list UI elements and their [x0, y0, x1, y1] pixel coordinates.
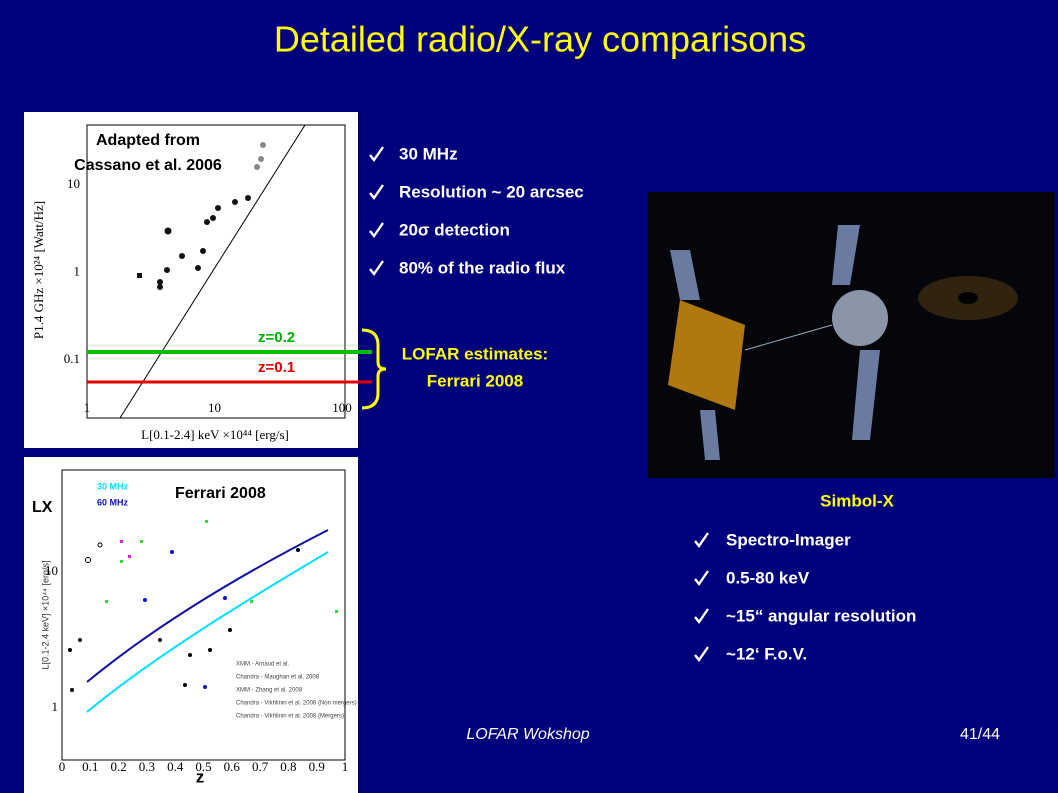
y-axis-label: P1.4 GHz ×10²⁴ [Watt/Hz]	[31, 201, 46, 339]
y-tick-label: 1	[74, 263, 81, 278]
legend-30: 30 MHz	[97, 481, 129, 491]
simbol-title: Simbol-X	[820, 491, 894, 510]
x-tick-label: 0.4	[167, 759, 184, 774]
x-tick-label: 0.9	[309, 759, 325, 774]
sample-legend: Chandra - Maughan et al. 2008	[236, 675, 320, 681]
x-tick-label: 0	[59, 759, 66, 774]
note: Adapted from	[96, 132, 200, 149]
y-axis-label: LX	[32, 499, 53, 516]
plot-top: Adapted from Cassano et al. 2006 z=0.2 z…	[24, 112, 372, 448]
plot-bottom: 30 MHz 60 MHz Ferrari 2008 LX z L[0.1-2.…	[24, 457, 358, 793]
x-tick-label: 0.8	[280, 759, 296, 774]
x-axis-label: L[0.1-2.4] keV ×10⁴⁴ [erg/s]	[141, 427, 289, 442]
slide-title: Detailed radio/X-ray comparisons	[274, 19, 806, 60]
x-tick-label: 0.6	[224, 759, 241, 774]
bullet: 30 MHz	[399, 144, 458, 163]
x-tick-label: 100	[332, 400, 352, 415]
plot-bg	[24, 112, 358, 448]
data-points	[137, 142, 266, 290]
bullet: Spectro-Imager	[726, 530, 851, 549]
lofar-estimates: LOFAR estimates:	[402, 344, 548, 363]
checkmark	[368, 259, 385, 276]
x-tick-label: 0.7	[252, 759, 269, 774]
sample-legend: XMM - Arnaud et al.	[236, 662, 289, 668]
z-high-label: z=0.2	[258, 329, 295, 346]
checkmark	[693, 607, 710, 624]
bullet: 20σ detection	[399, 220, 510, 239]
z-low-label: z=0.1	[258, 359, 295, 376]
x-tick-label: 0.5	[195, 759, 211, 774]
bullet: ~15“ angular resolution	[726, 606, 916, 625]
y-tick-label: 10	[45, 563, 58, 578]
brace	[361, 328, 387, 410]
checkmark	[693, 645, 710, 662]
sample-legend: XMM - Zhang et al. 2008	[236, 688, 303, 694]
sample-legend: Chandra - Vikhlinin et al. 2008 (Non mer…	[236, 701, 357, 707]
fit-line	[119, 124, 306, 419]
y-tick-label: 10	[67, 176, 80, 191]
checkmark	[368, 145, 385, 162]
plot-frame	[86, 124, 346, 419]
satellite-image	[648, 192, 1055, 478]
footer-page: 41/44	[960, 726, 1000, 743]
y-tick-label: 0.1	[64, 351, 80, 366]
x-tick-label: 10	[208, 400, 221, 415]
curve-30	[86, 551, 329, 713]
legend-60: 60 MHz	[97, 497, 129, 507]
footer-event: LOFAR Wokshop	[466, 726, 589, 743]
checkmark	[693, 531, 710, 548]
x-tick-label: 0.3	[139, 759, 155, 774]
x-tick-label: 0.2	[110, 759, 126, 774]
x-tick-label: 1	[342, 759, 349, 774]
lofar-estimates: Ferrari 2008	[427, 371, 523, 390]
y-tick-label: 1	[52, 699, 59, 714]
checkmark	[368, 183, 385, 200]
bullet: 0.5-80 keV	[726, 568, 810, 587]
note: Cassano et al. 2006	[74, 157, 222, 174]
curve-60	[86, 529, 329, 683]
x-axis-label: z	[196, 767, 205, 786]
source: Ferrari 2008	[175, 485, 266, 502]
bullet: 80% of the radio flux	[399, 258, 566, 277]
checkmark	[368, 221, 385, 238]
checkmark	[693, 569, 710, 586]
x-tick-label: 0.1	[82, 759, 98, 774]
x-tick-label: 1	[84, 400, 91, 415]
plot-bg	[24, 457, 358, 793]
axis-label: L[0.1-2.4 keV] ×10⁴⁴ [erg/s]	[40, 560, 50, 669]
bullet: ~12‘ F.o.V.	[726, 644, 807, 663]
bullet: Resolution ~ 20 arcsec	[399, 182, 584, 201]
plot-frame	[61, 469, 346, 761]
data-points	[68, 520, 338, 692]
sample-legend: Chandra - Vikhlinin et al. 2008 (Mergers…	[236, 714, 344, 720]
